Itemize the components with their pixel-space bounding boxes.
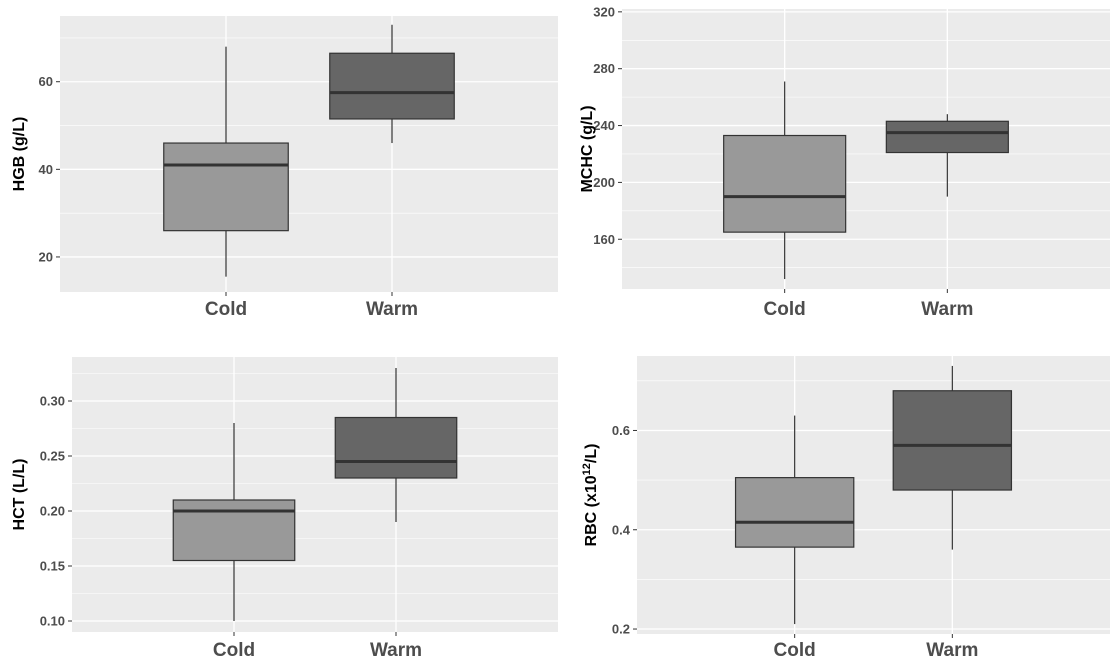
x-category-label-warm: Warm bbox=[370, 640, 422, 660]
chart-hct: 0.10 0.15 0.20 0.25 0.30 Cold Warm HCT (L/L) bbox=[11, 357, 558, 660]
x-category-label-cold: Cold bbox=[213, 640, 255, 660]
x-category-label-cold: Cold bbox=[774, 640, 816, 660]
y-tick-label: 40 bbox=[39, 162, 53, 177]
y-tick-label: 160 bbox=[593, 232, 615, 247]
box-cold bbox=[163, 142, 289, 232]
y-tick-label: 0.2 bbox=[612, 622, 630, 637]
box-cold bbox=[723, 134, 847, 233]
y-tick-label: 0.20 bbox=[40, 504, 65, 519]
y-tick-label: 0.30 bbox=[40, 394, 65, 409]
box-warm bbox=[334, 416, 458, 479]
y-tick-label: 0.6 bbox=[612, 423, 630, 438]
box-warm bbox=[892, 390, 1013, 491]
x-category-label-warm: Warm bbox=[921, 299, 973, 320]
y-axis-title: HGB (g/L) bbox=[11, 117, 28, 192]
y-axis-title: RBC (x1012/L) bbox=[581, 444, 600, 547]
x-category-label-cold: Cold bbox=[205, 299, 247, 320]
y-tick-label: 280 bbox=[593, 61, 615, 76]
x-category-label-cold: Cold bbox=[764, 299, 806, 320]
y-tick-label: 200 bbox=[593, 175, 615, 190]
plot-panel bbox=[637, 356, 1110, 634]
y-tick-label: 20 bbox=[39, 249, 53, 264]
y-tick-label: 0.25 bbox=[40, 449, 65, 464]
y-tick-label: 60 bbox=[39, 74, 53, 89]
x-category-label-warm: Warm bbox=[926, 640, 978, 660]
chart-mchc: 160 200 240 280 320 Cold Warm MCHC (g/L) bbox=[579, 4, 1110, 320]
box-cold bbox=[734, 477, 855, 548]
x-category-label-warm: Warm bbox=[366, 299, 418, 320]
y-tick-label: 0.4 bbox=[612, 522, 631, 537]
plot-panel bbox=[60, 16, 558, 292]
y-tick-label: 240 bbox=[593, 118, 615, 133]
y-tick-label: 0.15 bbox=[40, 559, 65, 574]
plot-panel bbox=[622, 9, 1110, 289]
y-axis-title: HCT (L/L) bbox=[11, 459, 28, 531]
y-tick-label: 320 bbox=[593, 4, 615, 19]
y-tick-label: 0.10 bbox=[40, 614, 65, 629]
chart-hgb: 20 40 60 Cold Warm HGB (g/L) bbox=[11, 16, 558, 320]
plot-panel bbox=[72, 357, 558, 632]
box-warm bbox=[885, 120, 1009, 154]
y-axis-title: MCHC (g/L) bbox=[579, 105, 596, 192]
box-warm bbox=[329, 52, 455, 120]
box-cold bbox=[172, 499, 296, 562]
chart-rbc: 0.2 0.4 0.6 Cold Warm RBC (x1012/L) bbox=[581, 356, 1110, 660]
